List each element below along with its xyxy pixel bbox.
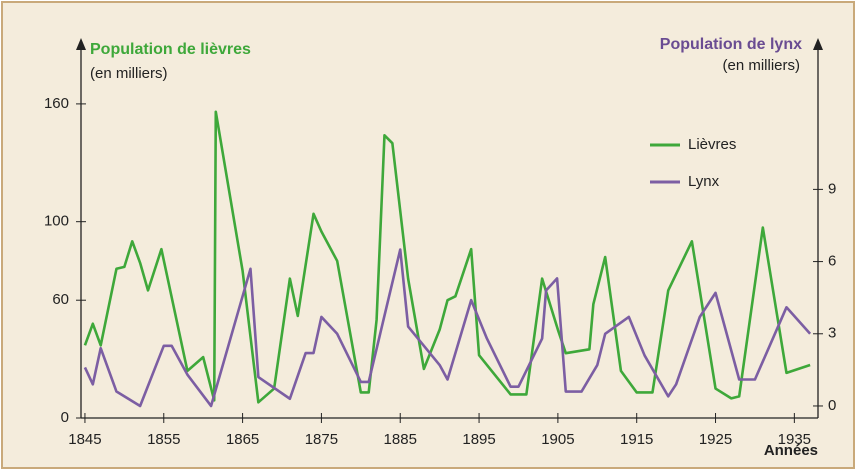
y2-label: Population de lynx [660,36,802,53]
x-tick-label: 1845 [68,431,101,448]
y-tick-label: 0 [61,409,69,426]
y2-tick-label: 0 [828,397,836,414]
y-unit: (en milliers) [90,65,168,82]
y2-unit: (en milliers) [722,57,800,74]
y2-arrow [813,38,823,50]
y2-tick-label: 9 [828,180,836,197]
x-tick-label: 1925 [699,431,732,448]
x-tick-label: 1885 [384,431,417,448]
x-tick-label: 1895 [462,431,495,448]
series-line [83,110,811,404]
x-tick-label: 1905 [541,431,574,448]
y-tick-label: 60 [52,291,69,308]
legend-label: Lynx [688,173,720,190]
y-label: Population de lièvres [90,41,251,58]
x-label: Années [764,442,818,459]
x-tick-label: 1915 [620,431,653,448]
x-tick-label: 1875 [305,431,338,448]
y-tick-label: 160 [44,95,69,112]
y2-tick-label: 6 [828,253,836,270]
y2-tick-label: 3 [828,325,836,342]
x-tick-label: 1935 [778,431,811,448]
series-line [83,248,812,408]
legend-label: Lièvres [688,136,736,153]
y-arrow [76,38,86,50]
y-tick-label: 100 [44,213,69,230]
x-tick-label: 1855 [147,431,180,448]
x-tick-label: 1865 [226,431,259,448]
